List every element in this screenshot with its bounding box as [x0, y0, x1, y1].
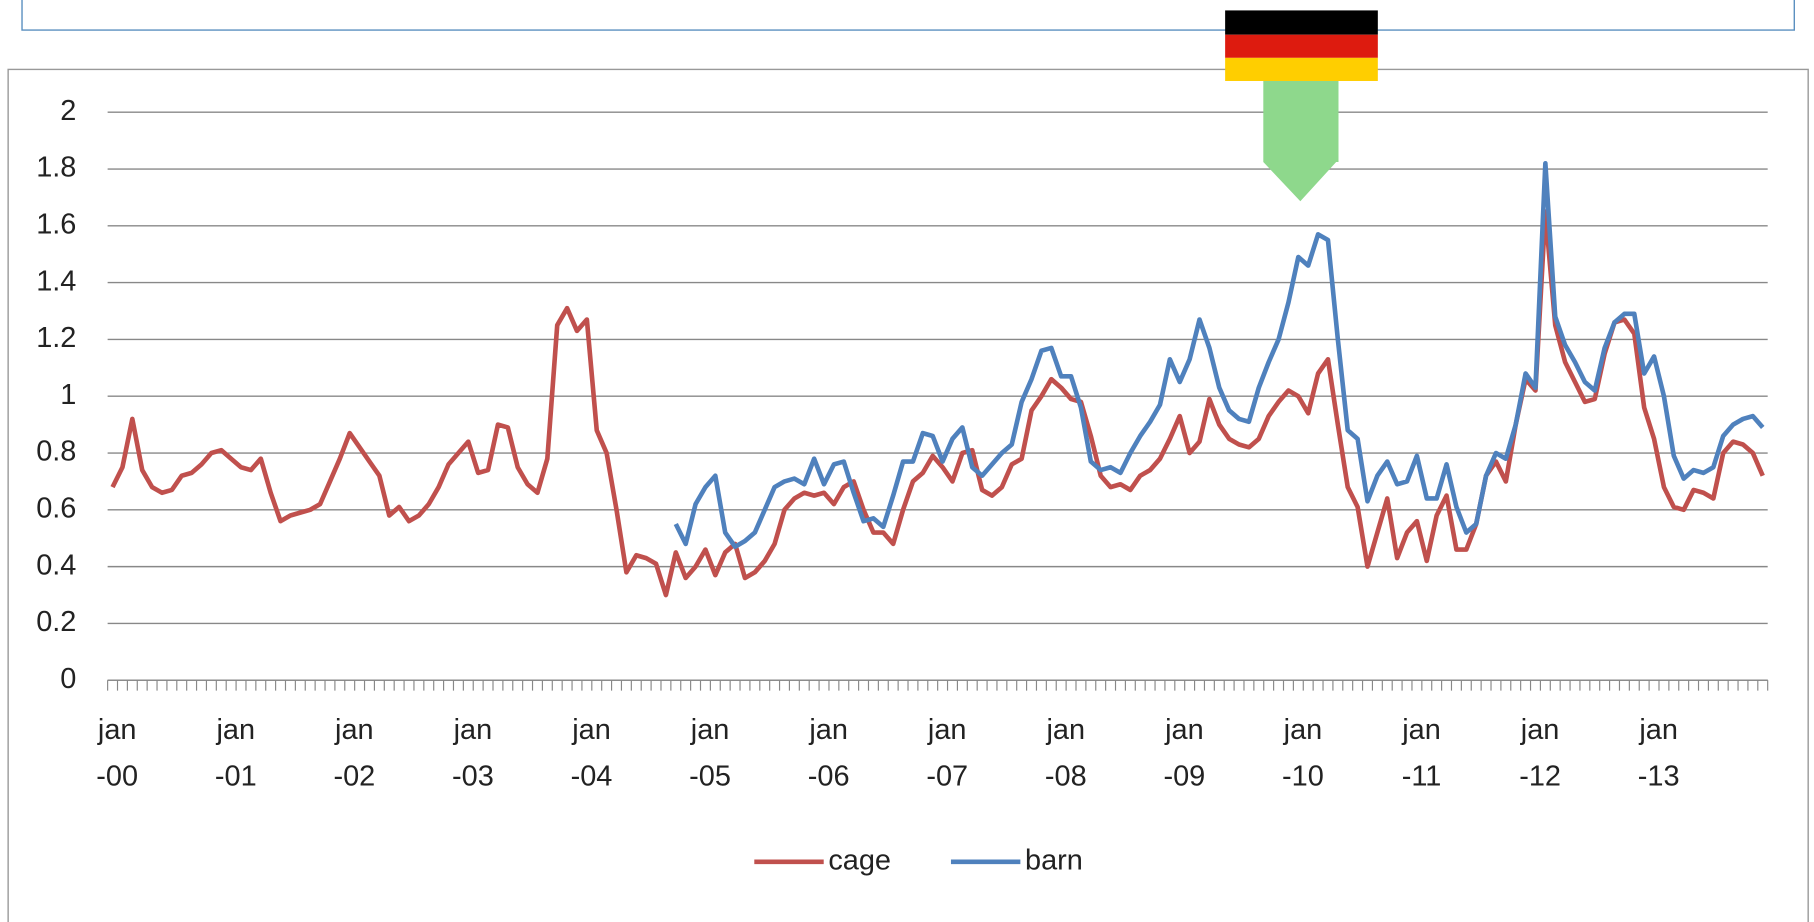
line-series [673, 161, 1765, 550]
y-tick-label: 1.2 [36, 322, 76, 354]
x-tick-label: jan -02 [333, 714, 375, 792]
y-tick-label: 0.8 [36, 436, 76, 468]
flag-stripe [1225, 57, 1378, 81]
x-tick-label: jan -06 [808, 714, 850, 792]
flag-stripe [1225, 34, 1378, 58]
x-tick-label: jan -12 [1519, 714, 1561, 792]
y-tick-label: 0.2 [36, 606, 76, 638]
x-tick-label: jan -08 [1045, 714, 1087, 792]
plot-area: 0 0.2 0.4 0.6 0.8 1 1.2 1.4 1.6 1.8 2 jan -00 jan -01 j… [36, 95, 1769, 876]
annotation-flag [1225, 10, 1378, 202]
y-tick-label: 2 [60, 95, 76, 127]
arrow [1263, 80, 1339, 202]
x-tick-label: jan -13 [1638, 714, 1680, 792]
y-tick-label: 1 [60, 379, 76, 411]
legend-label: barn [1025, 844, 1083, 876]
x-tick-label: jan -00 [96, 714, 138, 792]
y-tick-label: 0.6 [36, 492, 76, 524]
flag-stripe [1225, 10, 1378, 35]
y-tick-label: 0.4 [36, 549, 76, 581]
x-tick-label: jan -07 [926, 714, 968, 792]
legend-item: barn [950, 844, 1083, 876]
y-tick-label: 1.4 [36, 265, 76, 297]
x-tick-label: jan -11 [1401, 714, 1441, 792]
x-tick-label: jan -04 [571, 714, 613, 792]
x-tick-label: jan -01 [215, 714, 257, 792]
x-tick-label: jan -09 [1163, 714, 1205, 792]
y-tick-label: 0 [60, 663, 76, 695]
legend-label: cage [828, 844, 891, 876]
y-tick-label: 1.8 [36, 152, 76, 184]
x-tick-label: jan -03 [452, 714, 494, 792]
top-frame [21, 0, 1795, 31]
legend-item: cage [754, 844, 891, 876]
x-tick-label: jan -10 [1282, 714, 1324, 792]
y-tick-label: 1.6 [36, 208, 76, 240]
x-tick-label: jan -05 [689, 714, 731, 792]
